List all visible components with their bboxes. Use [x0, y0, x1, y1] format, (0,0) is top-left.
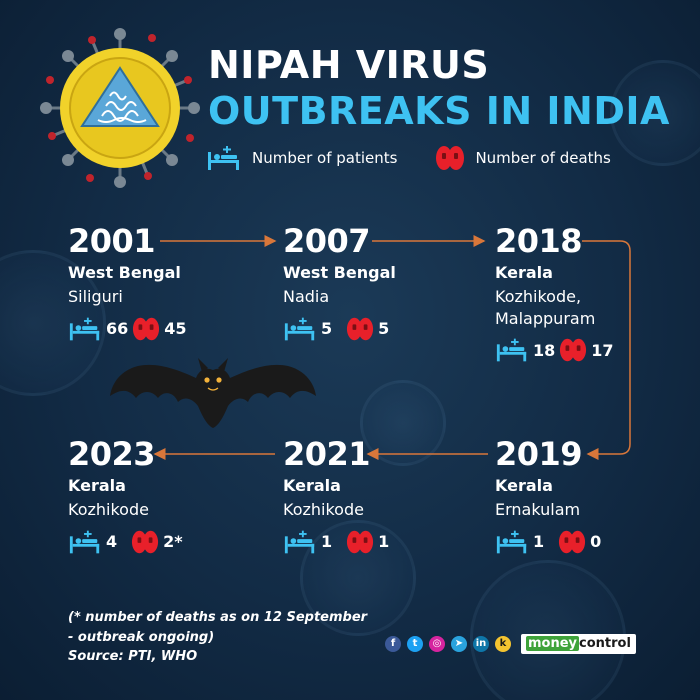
outbreak-2001: 2001 West Bengal Siliguri 66 45: [68, 225, 187, 344]
footnote-line-1: (* number of deaths as on 12 September: [68, 610, 368, 625]
arrow-2018-2019: [582, 240, 631, 460]
stats: 4 2*: [68, 527, 183, 557]
death-footprint-icon: [347, 317, 374, 340]
deaths-count: 0: [590, 532, 602, 552]
patients-count: 4: [106, 532, 118, 552]
deaths-count: 45: [164, 319, 187, 339]
twitter-icon[interactable]: t: [407, 636, 423, 652]
place-line-1: Kozhikode,: [495, 287, 582, 306]
place: Nadia: [283, 287, 330, 306]
legend-patients-label: Number of patients: [252, 149, 398, 167]
deaths-count: 1: [378, 532, 390, 552]
patients-count: 5: [321, 319, 333, 339]
brand-part-1: money: [526, 636, 580, 651]
year: 2023: [68, 435, 156, 473]
patient-bed-icon: [208, 146, 239, 170]
stats: 1 1: [283, 527, 389, 557]
telegram-icon[interactable]: ➤: [451, 636, 467, 652]
stats: 5 5: [283, 314, 396, 344]
instagram-icon[interactable]: ◎: [429, 636, 445, 652]
state: Kerala: [68, 476, 126, 495]
death-footprint-icon: [132, 530, 159, 553]
outbreak-2019: 2019 Kerala Ernakulam 1 0: [495, 438, 601, 557]
state: West Bengal: [283, 263, 396, 282]
background-virus-icon: [360, 380, 446, 466]
patients-count: 66: [106, 319, 129, 339]
year: 2007: [283, 222, 371, 260]
state: West Bengal: [68, 263, 181, 282]
brand-part-2: control: [579, 636, 631, 651]
year: 2019: [495, 435, 583, 473]
deaths-count: 2*: [163, 532, 183, 552]
legend: Number of patients Number of deaths: [206, 143, 611, 173]
footnote-line-2: - outbreak ongoing): [68, 629, 215, 645]
year: 2001: [68, 222, 156, 260]
background-virus-icon: [610, 60, 700, 166]
deaths-count: 17: [591, 340, 614, 360]
bat-icon: [110, 358, 316, 428]
deaths-count: 5: [378, 319, 390, 339]
state: Kerala: [283, 476, 341, 495]
year: 2018: [495, 222, 583, 260]
year: 2021: [283, 435, 371, 473]
nipah-virus-icon: [40, 28, 200, 188]
page-subtitle: OUTBREAKS IN INDIA: [208, 89, 670, 133]
patients-count: 18: [533, 340, 556, 360]
legend-deaths-label: Number of deaths: [475, 149, 611, 167]
death-footprint-icon: [133, 317, 160, 340]
page-title: NIPAH VIRUS: [208, 43, 490, 87]
patient-bed-icon: [496, 338, 527, 362]
death-footprint-icon: [436, 146, 465, 170]
stats: 66 45: [68, 314, 187, 344]
place: Siliguri: [68, 287, 123, 306]
patient-bed-icon: [69, 317, 100, 340]
moneycontrol-logo: money control: [521, 634, 636, 654]
place: Ernakulam: [495, 500, 581, 519]
patients-count: 1: [533, 532, 545, 552]
state: Kerala: [495, 476, 553, 495]
footnote: (* number of deaths as on 12 September -…: [68, 608, 367, 667]
outbreak-2018: 2018 Kerala Kozhikode, Malappuram 18 17: [495, 225, 614, 365]
facebook-icon[interactable]: f: [385, 636, 401, 652]
source-text: Source: PTI, WHO: [68, 649, 198, 664]
patients-count: 1: [321, 532, 333, 552]
death-footprint-icon: [560, 338, 587, 362]
stats: 1 0: [495, 527, 601, 557]
patient-bed-icon: [284, 317, 315, 340]
place-line-2: Malappuram: [495, 308, 596, 328]
patient-bed-icon: [284, 530, 315, 553]
outbreak-2007: 2007 West Bengal Nadia 5 5: [283, 225, 396, 344]
death-footprint-icon: [347, 530, 374, 553]
outbreak-2023: 2023 Kerala Kozhikode 4 2*: [68, 438, 183, 557]
social-bar: f t ◎ ➤ in k money control: [385, 634, 636, 654]
place: Kozhikode: [283, 500, 364, 519]
outbreak-2021: 2021 Kerala Kozhikode 1 1: [283, 438, 389, 557]
death-footprint-icon: [559, 530, 586, 553]
patient-bed-icon: [69, 530, 100, 553]
koo-icon[interactable]: k: [495, 636, 511, 652]
background-virus-icon: [470, 560, 626, 700]
patient-bed-icon: [496, 530, 527, 553]
state: Kerala: [495, 263, 553, 282]
stats: 18 17: [495, 335, 614, 365]
linkedin-icon[interactable]: in: [473, 636, 489, 652]
place: Kozhikode: [68, 500, 149, 519]
